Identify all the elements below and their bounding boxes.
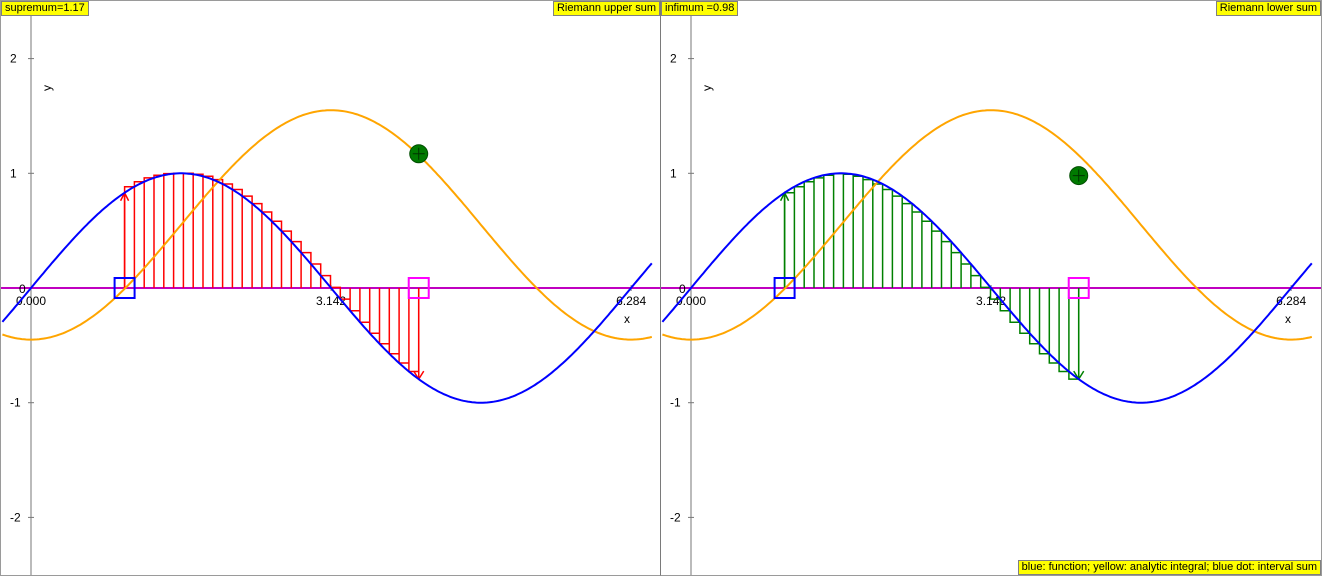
function-curve: [1, 172, 653, 404]
integral-curve: [2, 109, 653, 341]
integral-curve: [662, 109, 1313, 341]
riemann-rectangles: [783, 172, 1080, 380]
interval-start-marker: [113, 277, 136, 299]
interval-end-marker: [1067, 277, 1090, 299]
y-tick-label: 2: [670, 52, 677, 66]
y-tick-label: -2: [670, 510, 681, 524]
end-arrow: [1073, 288, 1085, 381]
interval-start-marker: [773, 277, 796, 299]
y-tick-label: -1: [10, 396, 21, 410]
start-arrow: [119, 191, 130, 288]
dot-crosshair: [1072, 169, 1085, 182]
y-tick-label: 1: [10, 166, 17, 180]
upper-sum-title: Riemann upper sum: [552, 1, 660, 16]
infimum-label: infimum =0.98: [661, 1, 739, 16]
supremum-label: supremum=1.17: [1, 1, 89, 16]
y-tick-label: 2: [10, 52, 17, 66]
interval-end-marker: [407, 277, 430, 299]
y-axis-label: y: [700, 85, 714, 91]
start-arrow: [779, 191, 790, 288]
x-axis-label: x: [624, 312, 630, 326]
y-tick-label: 0: [19, 282, 26, 296]
riemann-rectangles: [123, 172, 420, 373]
y-tick-label: 0: [679, 282, 686, 296]
dot-crosshair: [412, 147, 425, 160]
lower-sum-title: Riemann lower sum: [1215, 1, 1321, 16]
y-tick-label: 1: [670, 166, 677, 180]
lower-sum-panel: -2 -1 0 1 2 0.000 3.142 6.284 x y infimum =0.98 R…: [661, 0, 1322, 576]
y-tick-label: -1: [670, 396, 681, 410]
x-axis-label: x: [1285, 312, 1291, 326]
function-curve: [661, 172, 1313, 404]
upper-sum-panel: -2 -1 0 1 2 0.000 3.142 6.284 x y supremum=1.17 R…: [0, 0, 661, 576]
end-arrow: [413, 288, 425, 381]
legend-label: blue: function; yellow: analytic integra…: [1017, 560, 1321, 575]
y-axis-label: y: [40, 85, 54, 91]
y-tick-label: -2: [10, 510, 21, 524]
